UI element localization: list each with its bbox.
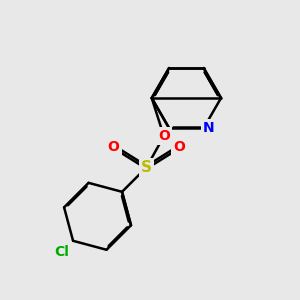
Text: N: N (203, 121, 215, 135)
Text: Cl: Cl (55, 245, 70, 259)
Text: O: O (108, 140, 120, 154)
Text: S: S (141, 160, 152, 175)
Text: O: O (173, 140, 185, 154)
Text: O: O (158, 129, 170, 143)
